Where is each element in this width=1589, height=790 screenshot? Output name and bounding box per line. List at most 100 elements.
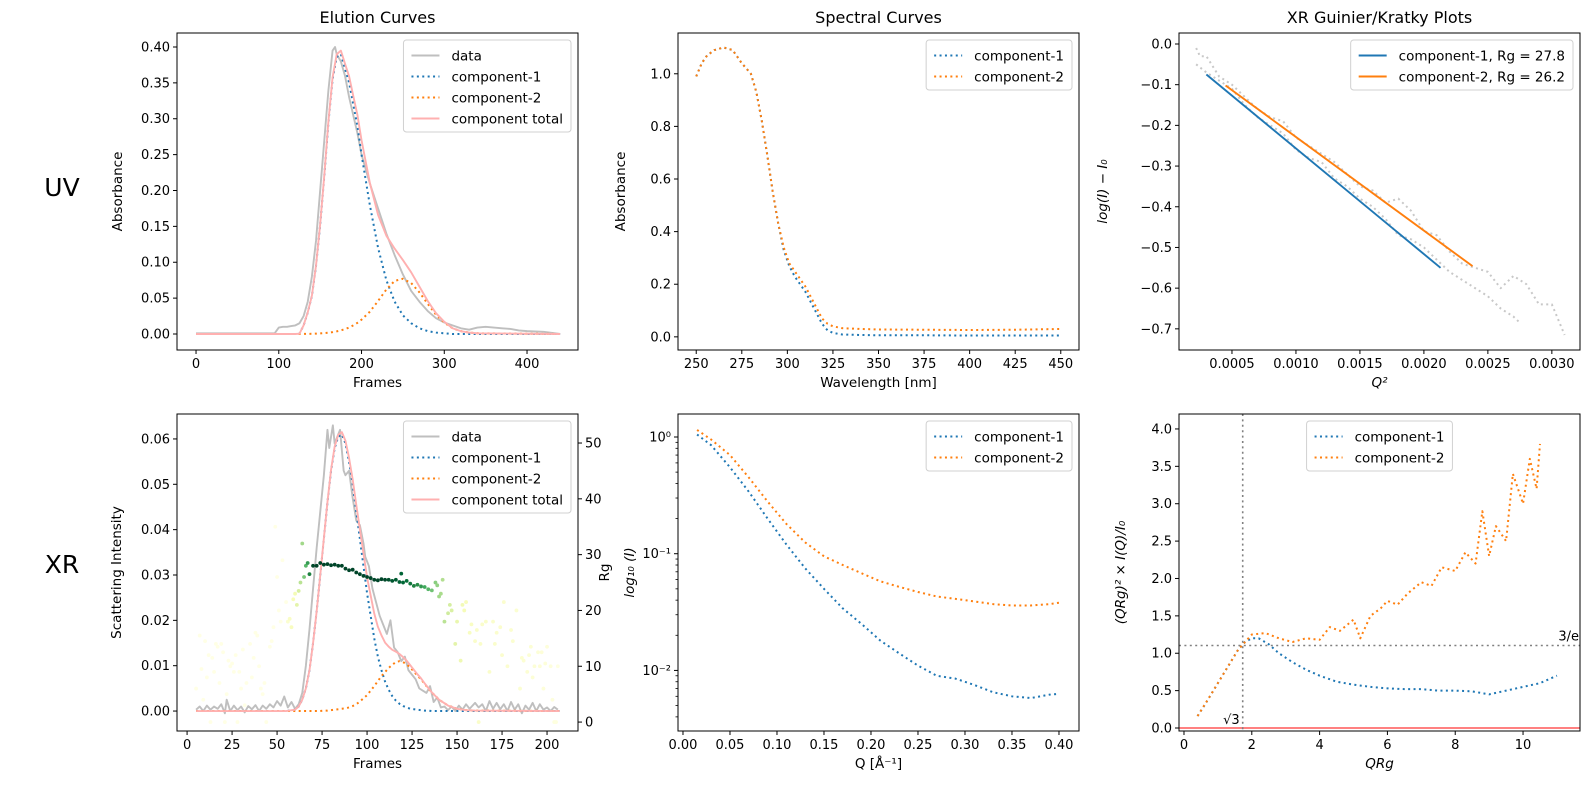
rg-point <box>550 697 555 702</box>
legend-label: component-2 <box>1355 451 1445 467</box>
axes-frame <box>1178 413 1581 732</box>
legend: component-1 component-2 <box>1306 420 1453 472</box>
rg-point <box>255 633 260 638</box>
rg-point <box>332 562 337 567</box>
legend-label: component-2 <box>451 472 541 488</box>
rg-point <box>244 681 249 685</box>
rg-point <box>528 644 533 649</box>
rg-point <box>447 602 452 607</box>
x-axis-label: Frames <box>353 756 402 772</box>
x-tick-label: 0.20 <box>857 738 886 753</box>
y2-tick-label: 40 <box>585 492 602 507</box>
y-tick-label: 0.0 <box>1151 722 1172 737</box>
x-tick-label: 325 <box>821 357 846 372</box>
y-axis-label: Absorbance <box>613 152 629 232</box>
rg-point <box>505 664 510 669</box>
legend-frame <box>402 420 572 514</box>
legend-label: component-1 <box>451 451 541 467</box>
rg-point <box>492 642 497 646</box>
rg-point <box>239 686 243 691</box>
data-series <box>1195 47 1566 336</box>
rg-point <box>390 578 395 583</box>
rg-point <box>278 619 283 624</box>
rg-point <box>222 720 227 724</box>
y-tick-label: 0.35 <box>141 76 170 91</box>
rg-point <box>206 653 211 657</box>
rg-point <box>487 669 492 674</box>
legend-frame <box>925 39 1073 91</box>
rg-point <box>449 608 454 613</box>
rg-point <box>500 653 504 657</box>
x-tick-label: 275 <box>729 357 754 372</box>
x-tick-label: 0.0010 <box>1273 357 1319 372</box>
rg-point <box>415 582 420 587</box>
y-tick-label: −0.3 <box>1140 160 1172 175</box>
rg-point <box>307 572 312 577</box>
rg-point <box>543 661 548 666</box>
rg-point <box>464 600 468 604</box>
component-2-series <box>1196 443 1541 717</box>
x-tick-label: 300 <box>775 357 800 372</box>
y-tick-label: 0.06 <box>141 432 170 447</box>
rg-point <box>372 577 377 582</box>
rg-point <box>287 616 292 621</box>
legend-label: component-1 <box>1355 430 1445 446</box>
subplot-6: 0 2 4 6 8 10 0.0 0.5 1.0 1.5 2.0 2.5 3.0 3.5 4.0 QRg (QR… <box>1113 413 1581 772</box>
rg-point <box>435 583 440 588</box>
y-tick-label: 0.00 <box>141 705 170 720</box>
subplot-2: Spectral Curves 250 275 300 325 350 375 400 425 4… <box>613 8 1080 391</box>
legend-frame <box>402 39 572 133</box>
plot-area <box>194 424 560 724</box>
rg-point <box>217 681 222 685</box>
rg-point <box>541 686 546 691</box>
rg-point <box>491 619 495 624</box>
rg-point <box>325 562 330 567</box>
y-tick-label: 0.20 <box>141 184 170 199</box>
rg-point <box>293 591 297 596</box>
legend-label: component-1 <box>451 70 541 86</box>
rg-point <box>455 619 459 624</box>
rg-point <box>498 625 503 630</box>
rg-point <box>275 575 279 579</box>
rg-point <box>210 655 215 660</box>
y-tick-label: 0.30 <box>141 112 170 127</box>
rg-point <box>554 720 558 724</box>
x-tick-label: 150 <box>445 738 470 753</box>
rg-point <box>536 650 540 655</box>
three-over-e-annotation: 3/e <box>1558 629 1579 644</box>
rg-point <box>527 653 531 657</box>
x-tick-label: 200 <box>349 357 374 372</box>
rg-point <box>393 577 398 582</box>
rg-point <box>469 622 474 627</box>
rg-point <box>231 669 236 674</box>
legend-label: component-1, Rg = 27.8 <box>1399 49 1565 65</box>
rg-point <box>260 692 265 697</box>
rg-point <box>422 585 427 589</box>
y-tick-label: 0.5 <box>1151 684 1172 699</box>
rg-point <box>460 602 465 607</box>
axes-frame <box>176 413 579 732</box>
subplot-title: XR Guinier/Kratky Plots <box>1287 8 1472 27</box>
rg-point <box>253 630 258 635</box>
x-tick-label: 400 <box>515 357 540 372</box>
rg-point <box>429 588 434 593</box>
y-tick-label: 1.0 <box>1151 647 1172 662</box>
rg-point <box>446 611 450 616</box>
legend-label: data <box>451 49 481 65</box>
rg-point <box>478 642 483 646</box>
y-tick-label: 0.02 <box>141 614 170 629</box>
rg-point <box>539 650 544 655</box>
y-tick-label: 0.10 <box>141 256 170 271</box>
x-tick-label: 350 <box>866 357 891 372</box>
subplot-4: 0 25 50 75 100 125 150 175 2000.000.010.020.030.… <box>109 413 613 772</box>
rg-point <box>212 669 216 674</box>
rg-point <box>458 658 463 663</box>
rg-point <box>267 644 272 649</box>
x-tick-label: 450 <box>1048 357 1073 372</box>
rg-point <box>302 575 306 579</box>
rg-point <box>230 661 234 666</box>
x-tick-label: 300 <box>432 357 457 372</box>
legend-label: component-2 <box>974 70 1064 86</box>
rg-point <box>294 602 299 607</box>
y2-axis-label: Rg <box>597 564 613 582</box>
